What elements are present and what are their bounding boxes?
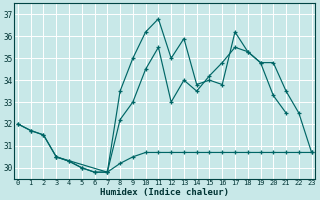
X-axis label: Humidex (Indice chaleur): Humidex (Indice chaleur) xyxy=(100,188,229,197)
